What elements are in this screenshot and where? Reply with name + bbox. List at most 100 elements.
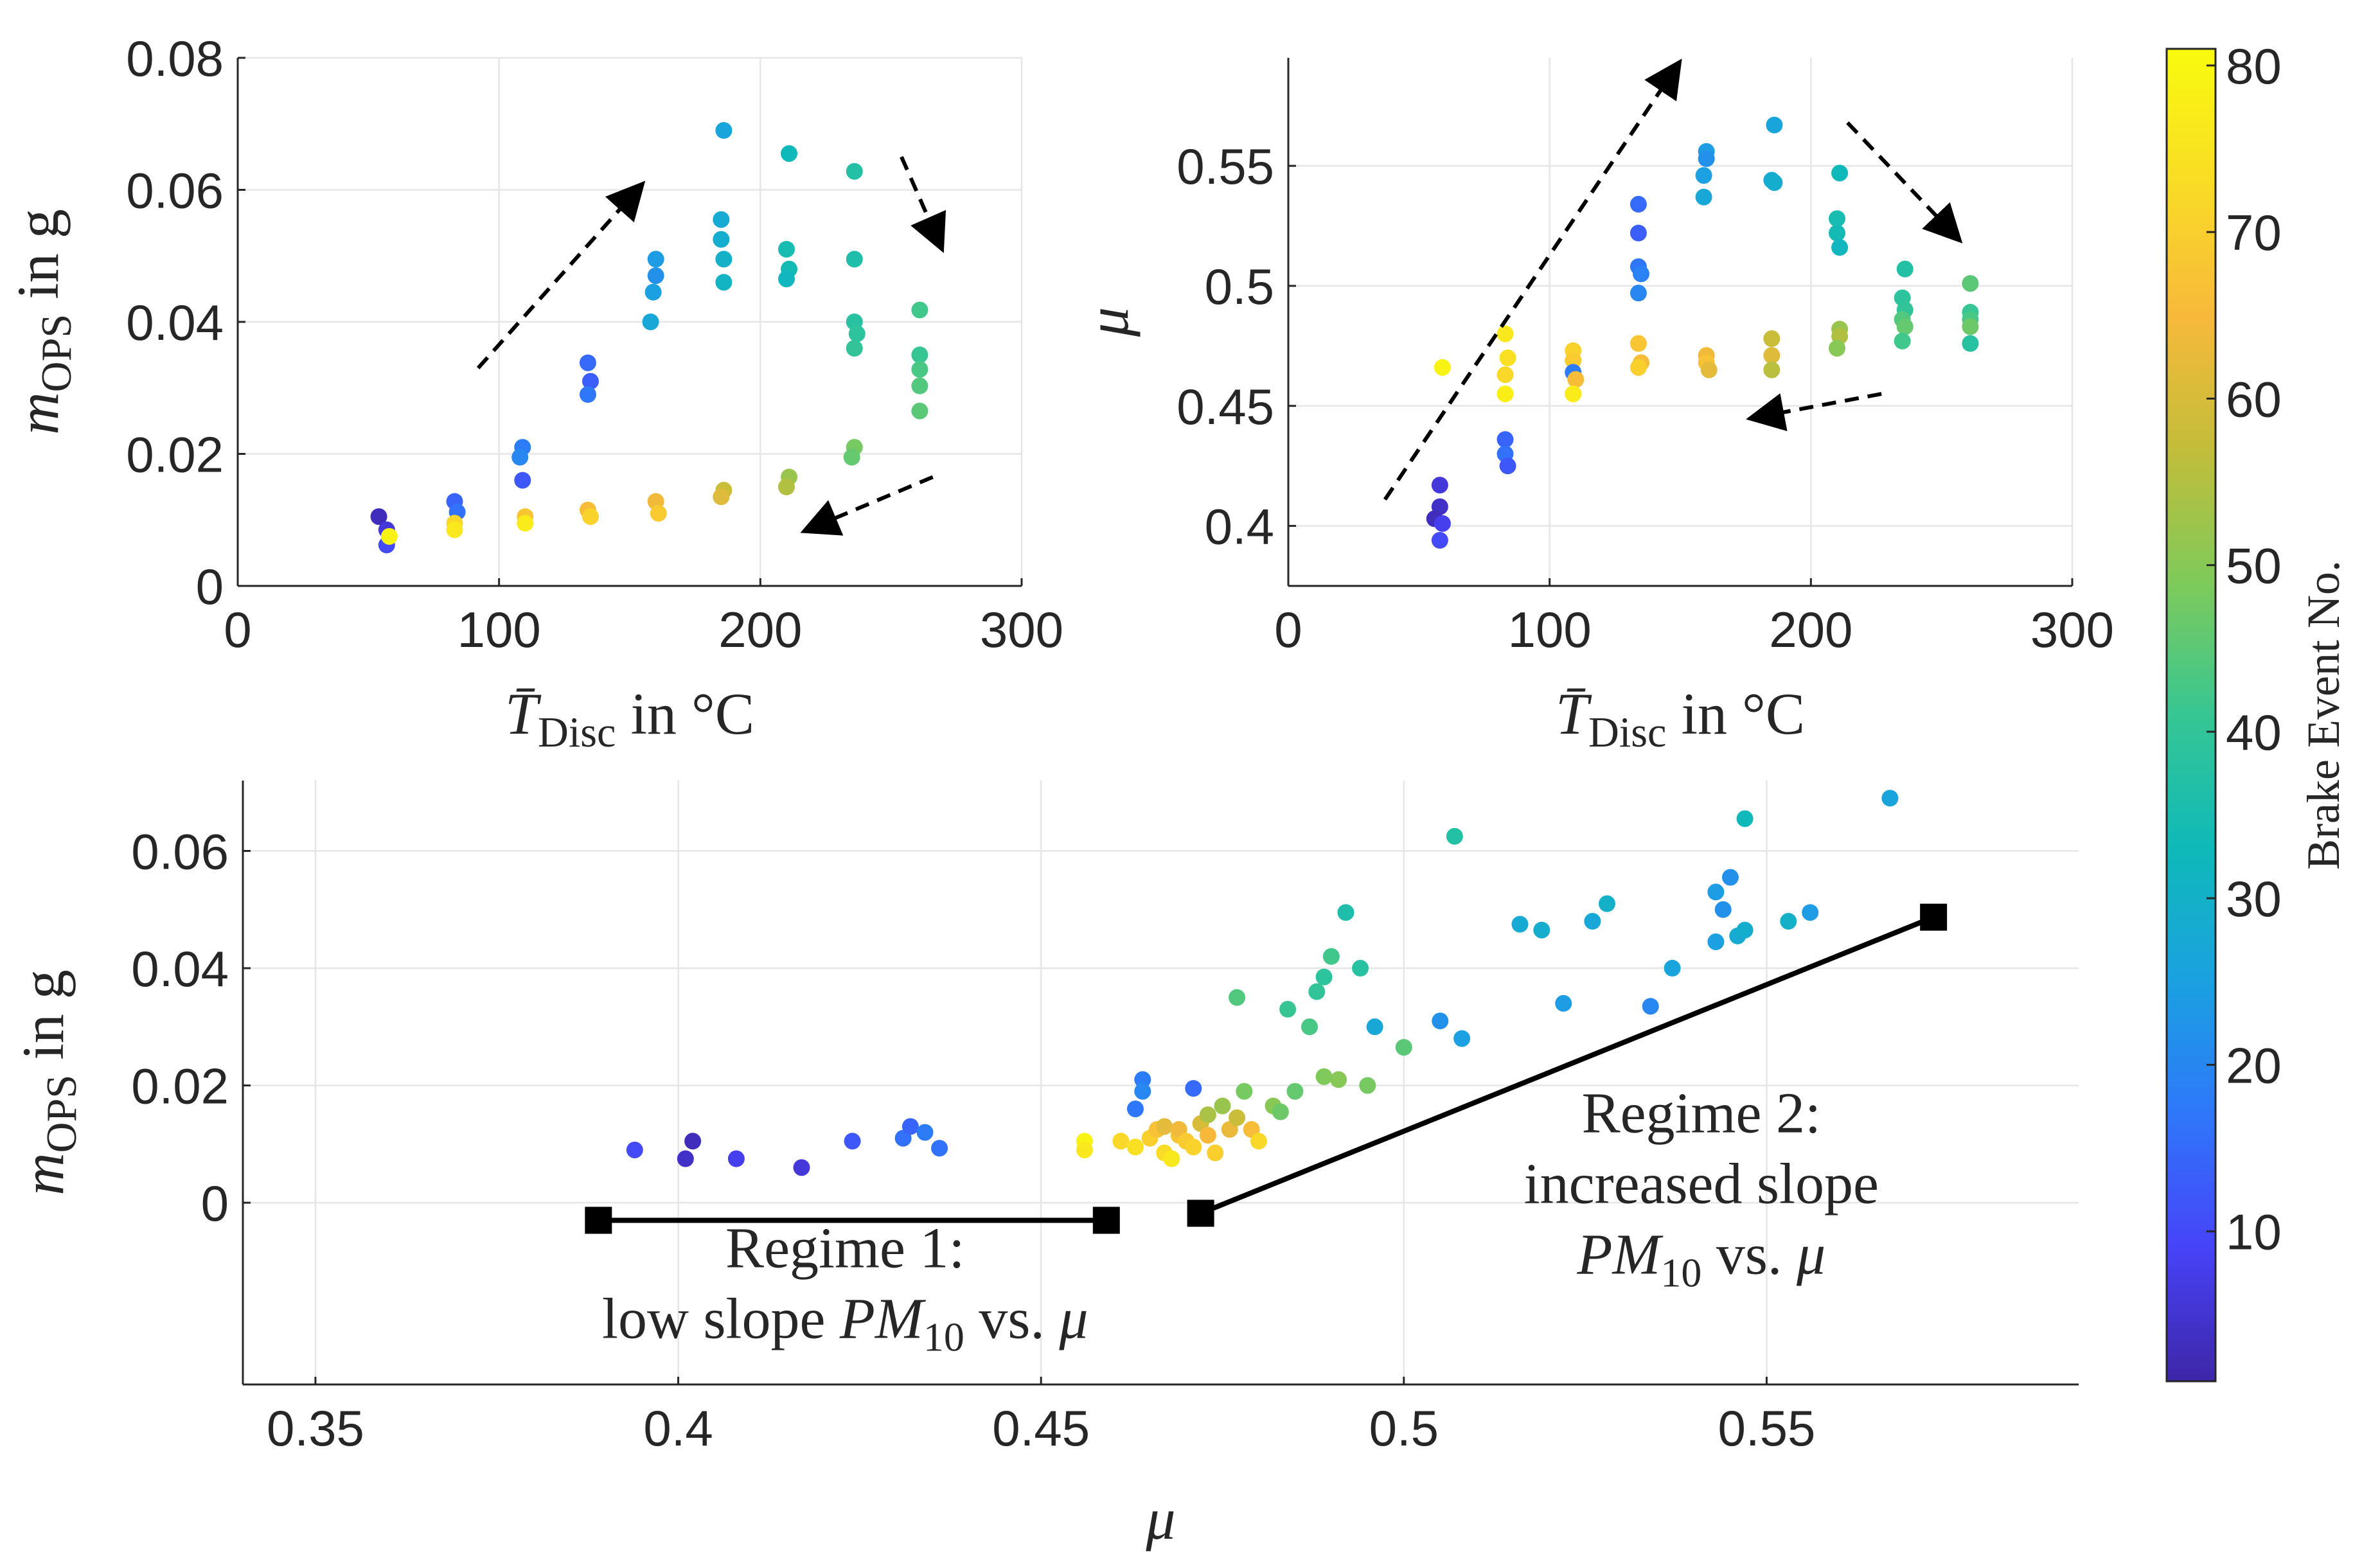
regime-1-endpoint bbox=[585, 1207, 612, 1234]
x-tick-label: 300 bbox=[980, 601, 1063, 658]
axis-label-base: T̄ bbox=[1556, 681, 1592, 747]
data-point bbox=[1434, 515, 1451, 532]
data-point bbox=[1698, 150, 1715, 167]
data-point bbox=[1533, 921, 1550, 939]
axis-label-unit: in g bbox=[10, 969, 76, 1075]
data-point bbox=[1896, 260, 1914, 278]
colorbar-tick-label: 10 bbox=[2226, 1204, 2282, 1260]
data-point bbox=[1156, 1118, 1173, 1135]
y-tick-label: 0.04 bbox=[131, 941, 229, 997]
data-point bbox=[1630, 195, 1647, 213]
regime-1-endpoint bbox=[1092, 1207, 1120, 1234]
axis-label-unit: in °C bbox=[616, 681, 754, 747]
axis-label: mOPS in g bbox=[10, 969, 85, 1196]
data-point bbox=[713, 488, 730, 506]
data-point bbox=[1736, 810, 1754, 827]
data-point bbox=[1112, 1133, 1130, 1150]
axis-label-sub: Disc bbox=[538, 709, 616, 756]
data-point bbox=[911, 346, 928, 364]
y-tick-label: 0.45 bbox=[1177, 378, 1274, 435]
bottom-scatter-panel: 0.35 0.4 0.45 0.5 0.55 0 0.02 0.04 0.06 μ mOPS in … bbox=[10, 781, 2079, 1552]
axis-label-base: m bbox=[5, 392, 71, 434]
x-tick-label: 200 bbox=[718, 601, 802, 658]
data-point bbox=[1199, 1127, 1216, 1144]
data-point bbox=[642, 314, 659, 330]
colorbar-label: Brake Event No. bbox=[2298, 560, 2349, 870]
data-point bbox=[1272, 1103, 1289, 1120]
data-point bbox=[1322, 948, 1340, 965]
data-point bbox=[647, 267, 664, 285]
data-point bbox=[1565, 385, 1582, 403]
y-tick-label: 0.08 bbox=[126, 30, 224, 87]
data-point bbox=[1664, 960, 1681, 977]
data-point bbox=[1763, 330, 1781, 348]
annotation-text: Regime 1: bbox=[725, 1216, 964, 1280]
data-point bbox=[1499, 349, 1516, 367]
data-point bbox=[1434, 358, 1451, 376]
data-point bbox=[514, 472, 531, 489]
data-point bbox=[1894, 332, 1911, 349]
data-point bbox=[1829, 224, 1845, 242]
data-point bbox=[1721, 869, 1739, 886]
x-tick-label: 100 bbox=[1508, 601, 1592, 658]
trend-arrow bbox=[1846, 121, 1963, 243]
data-point bbox=[579, 354, 596, 371]
data-point bbox=[1780, 913, 1797, 930]
data-point bbox=[1584, 913, 1601, 930]
data-point bbox=[370, 508, 387, 526]
axis-label-unit: in °C bbox=[1666, 681, 1805, 747]
data-point bbox=[644, 283, 662, 301]
data-point bbox=[911, 301, 928, 319]
axis-label: μ bbox=[1145, 1486, 1175, 1552]
data-point bbox=[1446, 827, 1463, 845]
data-point bbox=[1763, 361, 1781, 378]
data-point bbox=[1330, 1071, 1347, 1088]
y-tick-label: 0.55 bbox=[1177, 138, 1274, 195]
data-point bbox=[1308, 983, 1326, 1000]
data-point bbox=[1695, 188, 1712, 206]
pm-symbol: PM bbox=[839, 1287, 927, 1350]
colorbar-gradient bbox=[2165, 48, 2217, 1383]
data-point bbox=[846, 163, 863, 180]
pm-subscript: 10 bbox=[923, 1314, 964, 1359]
x-tick-label: 0.5 bbox=[1369, 1400, 1439, 1456]
x-tick-label: 300 bbox=[2030, 601, 2114, 658]
data-point bbox=[1499, 457, 1516, 475]
data-point bbox=[1207, 1144, 1224, 1162]
annotation-tail: vs. bbox=[964, 1287, 1060, 1350]
data-point bbox=[713, 231, 730, 248]
data-point bbox=[684, 1133, 702, 1150]
data-point bbox=[911, 360, 928, 378]
data-point bbox=[1126, 1101, 1144, 1118]
data-point bbox=[511, 448, 529, 466]
data-point bbox=[1555, 995, 1572, 1012]
data-point bbox=[793, 1159, 810, 1176]
data-point bbox=[1829, 210, 1845, 227]
axis-label-sub: Disc bbox=[1588, 709, 1666, 756]
top-right-scatter-panel: 0 100 200 300 0.4 0.45 0.5 0.55 T̄Disc in °C μ bbox=[1075, 58, 2114, 756]
data-point bbox=[1134, 1071, 1151, 1088]
data-point bbox=[1315, 968, 1333, 986]
data-point bbox=[1829, 340, 1845, 357]
data-point bbox=[1633, 265, 1649, 283]
trend-arrow bbox=[476, 181, 646, 369]
data-point bbox=[1831, 239, 1849, 256]
data-point bbox=[715, 122, 733, 139]
axis-label-sub: OPS bbox=[33, 314, 80, 393]
data-point bbox=[727, 1150, 745, 1167]
regime-annotation-line: PM10 vs. μ bbox=[1576, 1223, 1825, 1296]
data-point bbox=[677, 1150, 694, 1167]
data-point bbox=[911, 377, 928, 394]
data-point bbox=[1301, 1018, 1318, 1036]
x-tick-label: 200 bbox=[1769, 601, 1852, 658]
data-point bbox=[1163, 1150, 1180, 1167]
data-point bbox=[1134, 1083, 1151, 1100]
data-point bbox=[1279, 1000, 1297, 1018]
data-point bbox=[1763, 347, 1781, 364]
data-point bbox=[1496, 385, 1514, 403]
data-point bbox=[650, 504, 667, 522]
data-point bbox=[1630, 358, 1647, 376]
data-point bbox=[1567, 371, 1585, 388]
trend-arrow bbox=[1383, 58, 1682, 501]
colorbar-tick-label: 70 bbox=[2226, 204, 2282, 261]
